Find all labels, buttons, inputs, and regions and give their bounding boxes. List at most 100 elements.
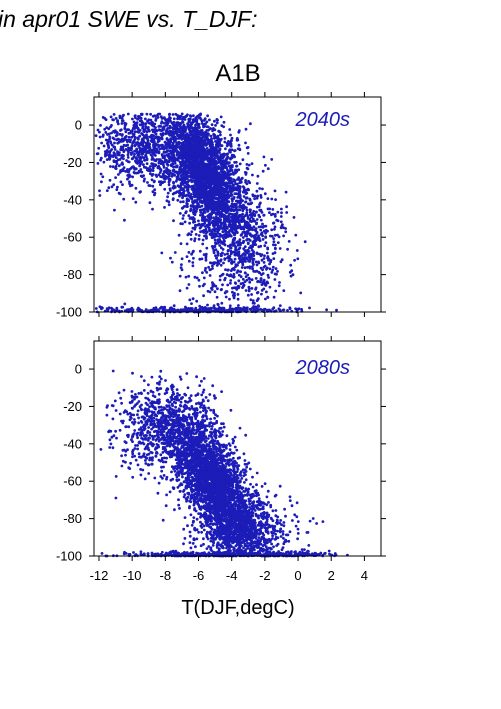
- figure-heading: in apr01 SWE vs. T_DJF:: [0, 6, 257, 32]
- scatter-point: [161, 308, 165, 311]
- scatter-point: [185, 155, 189, 159]
- scatter-point: [210, 137, 213, 140]
- scatter-point: [218, 172, 222, 176]
- scatter-point: [194, 151, 198, 154]
- scatter-point: [247, 250, 251, 253]
- scatter-point: [187, 283, 191, 286]
- scatter-point: [181, 217, 185, 220]
- scatter-point: [325, 308, 328, 312]
- scatter-point: [134, 200, 138, 204]
- scatter-point: [168, 124, 172, 128]
- scatter-point: [236, 254, 240, 257]
- scatter-point: [201, 162, 205, 166]
- scatter-point: [217, 143, 221, 146]
- scatter-point: [216, 287, 219, 291]
- scatter-point: [257, 260, 260, 264]
- scatter-point: [218, 139, 222, 143]
- scatter-point: [234, 160, 238, 164]
- scatter-point: [294, 233, 298, 237]
- scatter-point: [261, 169, 265, 173]
- scatter-point: [204, 142, 208, 146]
- scatter-point: [236, 196, 240, 199]
- scatter-point: [100, 180, 103, 184]
- scatter-point: [233, 179, 237, 182]
- scatter-point: [201, 238, 205, 242]
- scatter-point: [221, 156, 225, 160]
- scatter-point: [223, 137, 227, 140]
- scatter-point: [98, 189, 101, 193]
- scatter-point: [99, 172, 103, 176]
- scatter-point: [248, 265, 252, 269]
- scatter-point: [222, 261, 225, 265]
- scatter-point: [121, 147, 124, 151]
- scatter-point: [163, 187, 167, 191]
- scatter-point: [247, 179, 250, 183]
- scatter-point: [206, 197, 210, 201]
- scatter-point: [161, 156, 165, 160]
- scatter-point: [197, 237, 201, 241]
- scatter-point: [136, 130, 140, 134]
- scatter-point: [258, 203, 261, 206]
- scatter-point: [204, 193, 208, 196]
- scatter-point: [187, 251, 191, 254]
- scatter-point: [222, 238, 226, 242]
- scatter-point: [262, 213, 266, 217]
- scatter-point: [133, 168, 137, 171]
- scatter-point: [179, 308, 183, 312]
- scatter-point: [262, 257, 266, 260]
- scatter-point: [178, 121, 182, 125]
- scatter-point: [198, 205, 202, 209]
- scatter-point: [110, 185, 114, 189]
- scatter-point: [144, 154, 148, 158]
- scatter-point: [189, 208, 193, 212]
- scatter-point: [262, 287, 266, 291]
- scatter-point: [138, 146, 142, 150]
- scatter-point: [255, 222, 258, 226]
- scatter-point: [151, 155, 154, 159]
- scatter-point: [173, 184, 176, 188]
- scatter-point: [123, 135, 127, 139]
- scatter-point: [276, 210, 280, 214]
- scatter-point: [176, 122, 180, 125]
- scatter-point: [171, 113, 175, 116]
- scatter-point: [242, 256, 245, 260]
- scatter-point: [214, 241, 217, 245]
- scatter-point: [151, 184, 155, 188]
- scatter-point: [285, 205, 288, 209]
- scatter-point: [186, 198, 190, 202]
- scatter-point: [284, 230, 288, 234]
- scatter-point: [266, 255, 270, 258]
- scatter-point: [236, 240, 240, 244]
- scatter-point: [282, 289, 286, 292]
- scatter-point: [295, 307, 299, 311]
- scatter-point: [126, 156, 130, 159]
- scatter-point: [260, 292, 263, 296]
- scatter-point: [245, 196, 249, 200]
- scatter-point: [236, 293, 240, 296]
- scatter-point: [225, 434, 229, 438]
- scatter-point: [219, 181, 223, 185]
- scatter-point: [237, 129, 241, 133]
- scatter-point: [259, 208, 263, 212]
- scatter-point: [233, 220, 237, 224]
- scatter-point: [233, 250, 237, 254]
- scatter-point: [102, 144, 106, 148]
- scatter-point: [259, 228, 263, 232]
- scatter-point: [251, 265, 254, 269]
- scatter-point: [246, 217, 250, 220]
- scatter-point: [237, 304, 240, 307]
- scatter-point: [245, 208, 249, 212]
- scatter-point: [155, 151, 159, 154]
- scatter-point: [234, 263, 238, 267]
- scatter-point: [108, 178, 112, 182]
- scatter-point: [197, 234, 201, 237]
- scatter-point: [216, 118, 219, 122]
- scatter-point: [107, 132, 111, 136]
- scatter-point: [188, 153, 192, 157]
- scatter-point: [202, 388, 206, 392]
- scatter-point: [222, 242, 226, 246]
- y-tick-label: -40: [63, 192, 82, 207]
- scatter-point: [215, 223, 219, 227]
- scatter-point: [231, 286, 234, 290]
- scatter-point: [266, 295, 270, 299]
